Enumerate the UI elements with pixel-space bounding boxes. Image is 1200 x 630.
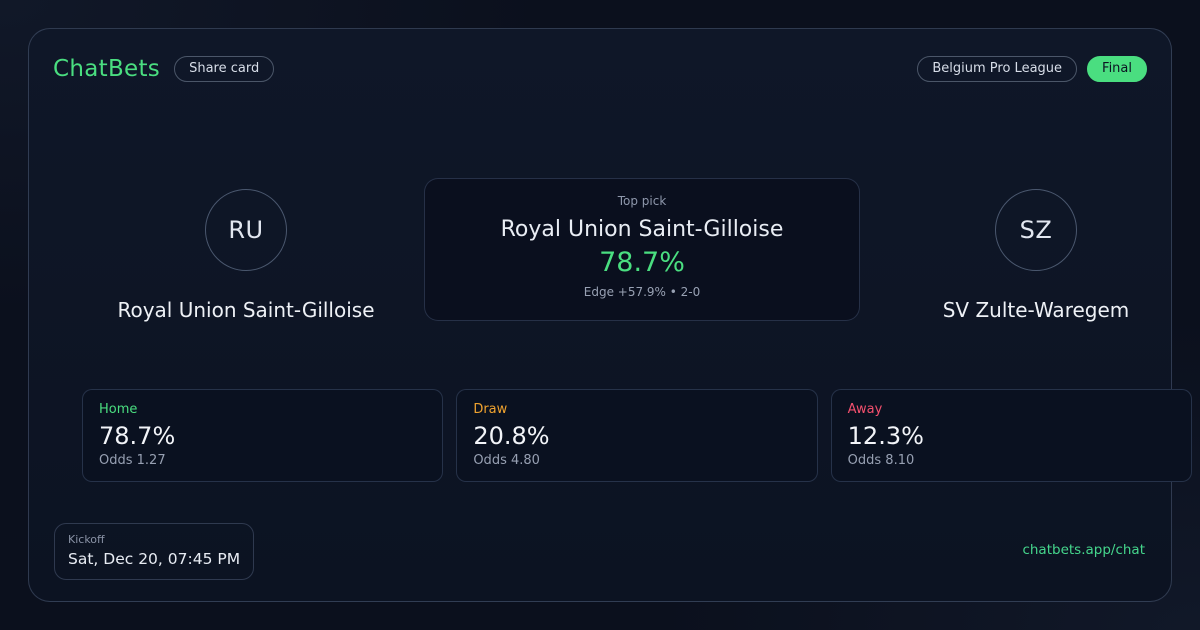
outcome-odds: Odds 8.10 [847, 453, 915, 469]
header-left: ChatBets Share card [53, 55, 275, 83]
match-card: ChatBets Share card Belgium Pro League F… [28, 28, 1192, 602]
outcome-label: Draw [473, 402, 508, 417]
header: ChatBets Share card Belgium Pro League F… [53, 55, 1147, 83]
outcome-tile-home[interactable]: Home 78.7% Odds 1.27 [82, 389, 444, 482]
outcome-label: Home [99, 402, 138, 417]
kickoff-value: Sat, Dec 20, 07:45 PM [68, 550, 241, 568]
outcome-tile-draw[interactable]: Draw 20.8% Odds 4.80 [456, 389, 818, 482]
share-card-button[interactable]: Share card [174, 55, 275, 83]
outcome-probability: 78.7% [99, 421, 176, 450]
league-badge: Belgium Pro League [917, 55, 1078, 83]
outcome-tile-away[interactable]: Away 12.3% Odds 8.10 [830, 389, 1192, 482]
header-right: Belgium Pro League Final [917, 55, 1147, 83]
home-team-avatar: RU [205, 189, 287, 271]
status-badge: Final [1087, 55, 1147, 83]
kickoff-label: Kickoff [68, 533, 105, 546]
outcome-probability: 12.3% [847, 421, 924, 450]
outcome-probability: 20.8% [473, 421, 550, 450]
brand-title: ChatBets [53, 55, 161, 82]
home-team-name: Royal Union Saint-Gilloise [117, 298, 375, 322]
top-pick-edge: Edge +57.9% • 2-0 [583, 285, 701, 299]
home-team: RU Royal Union Saint-Gilloise [81, 189, 411, 322]
kickoff-box: Kickoff Sat, Dec 20, 07:45 PM [54, 523, 255, 580]
footer-link[interactable]: chatbets.app/chat [1022, 542, 1145, 558]
top-pick-probability: 78.7% [599, 247, 685, 278]
away-team: SZ SV Zulte-Waregem [871, 189, 1200, 322]
outcome-odds: Odds 4.80 [473, 453, 540, 469]
top-pick-team-name: Royal Union Saint-Gilloise [500, 217, 784, 242]
outcome-odds: Odds 1.27 [99, 453, 166, 469]
outcomes-row: Home 78.7% Odds 1.27 Draw 20.8% Odds 4.8… [82, 389, 1192, 482]
top-pick-label: Top pick [617, 194, 667, 208]
away-team-name: SV Zulte-Waregem [942, 298, 1130, 322]
outcome-label: Away [847, 402, 883, 417]
away-team-avatar: SZ [995, 189, 1077, 271]
top-pick-card: Top pick Royal Union Saint-Gilloise 78.7… [424, 178, 860, 321]
